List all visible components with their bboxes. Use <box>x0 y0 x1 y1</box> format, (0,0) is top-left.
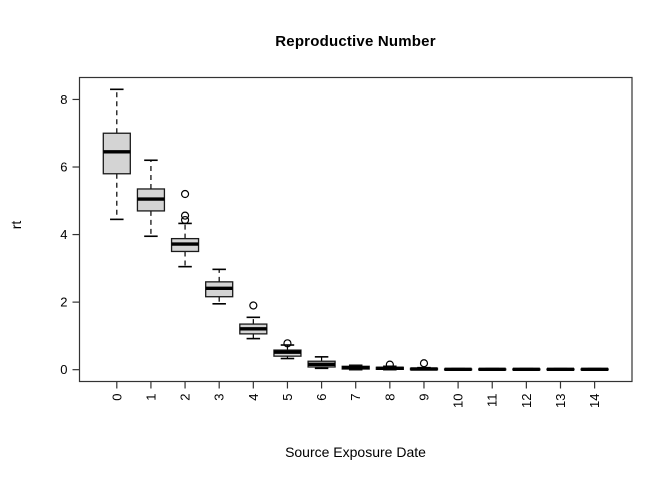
x-tick-label: 3 <box>212 394 227 401</box>
y-axis: 0 2 4 6 8 <box>60 92 80 377</box>
boxplot-group-11 <box>478 367 507 372</box>
y-tick-label: 6 <box>60 160 67 175</box>
y-tick-label: 2 <box>60 295 67 310</box>
boxplot-group-9 <box>409 359 439 371</box>
boxplot-group-14 <box>580 367 609 372</box>
boxplot-group-3 <box>205 268 234 305</box>
x-tick-label: 4 <box>246 394 261 401</box>
boxplot-group-8 <box>375 360 404 371</box>
boxplot-group-4 <box>239 301 268 340</box>
outlier-point <box>419 359 429 368</box>
x-axis-title: Source Exposure Date <box>285 444 426 460</box>
x-tick-label: 11 <box>485 394 500 408</box>
x-tick-label: 8 <box>382 394 397 401</box>
outlier-point <box>180 189 190 199</box>
outlier-point <box>385 360 394 369</box>
boxplot-group-5 <box>273 339 302 360</box>
x-tick-label: 7 <box>348 394 363 401</box>
boxplot-group-1 <box>136 159 166 238</box>
x-tick-label: 1 <box>143 394 158 401</box>
boxplot-group-2 <box>170 189 200 268</box>
y-axis-title: rt <box>8 220 24 230</box>
outlier-point <box>249 301 258 310</box>
outlier-point <box>180 211 190 220</box>
x-tick-label: 14 <box>587 394 602 408</box>
y-tick-label: 4 <box>60 227 67 242</box>
x-tick-label: 9 <box>416 394 431 401</box>
boxplot-group-6 <box>307 356 336 370</box>
x-tick-label: 5 <box>280 394 295 401</box>
boxplot-group-10 <box>443 367 473 372</box>
plot-border <box>78 76 633 383</box>
boxplot-group-7 <box>341 364 370 371</box>
chart-title: Reproductive Number <box>275 33 436 50</box>
x-tick-label: 13 <box>553 394 568 408</box>
x-tick-label: 10 <box>451 394 466 408</box>
boxplot-group-0 <box>102 88 131 221</box>
y-tick-label: 0 <box>60 362 67 377</box>
outlier-point <box>283 339 292 348</box>
boxplot-group-12 <box>512 367 541 372</box>
x-tick-label: 12 <box>519 394 534 408</box>
x-tick-label: 6 <box>314 394 329 401</box>
y-tick-label: 8 <box>60 92 67 107</box>
x-axis: 0 1 2 3 4 5 6 7 8 9 10 11 12 13 14 <box>109 381 602 408</box>
x-tick-label: 0 <box>109 394 124 401</box>
boxplot-group-13 <box>546 367 575 372</box>
outlier-point <box>180 215 190 225</box>
x-tick-label: 2 <box>178 394 193 401</box>
